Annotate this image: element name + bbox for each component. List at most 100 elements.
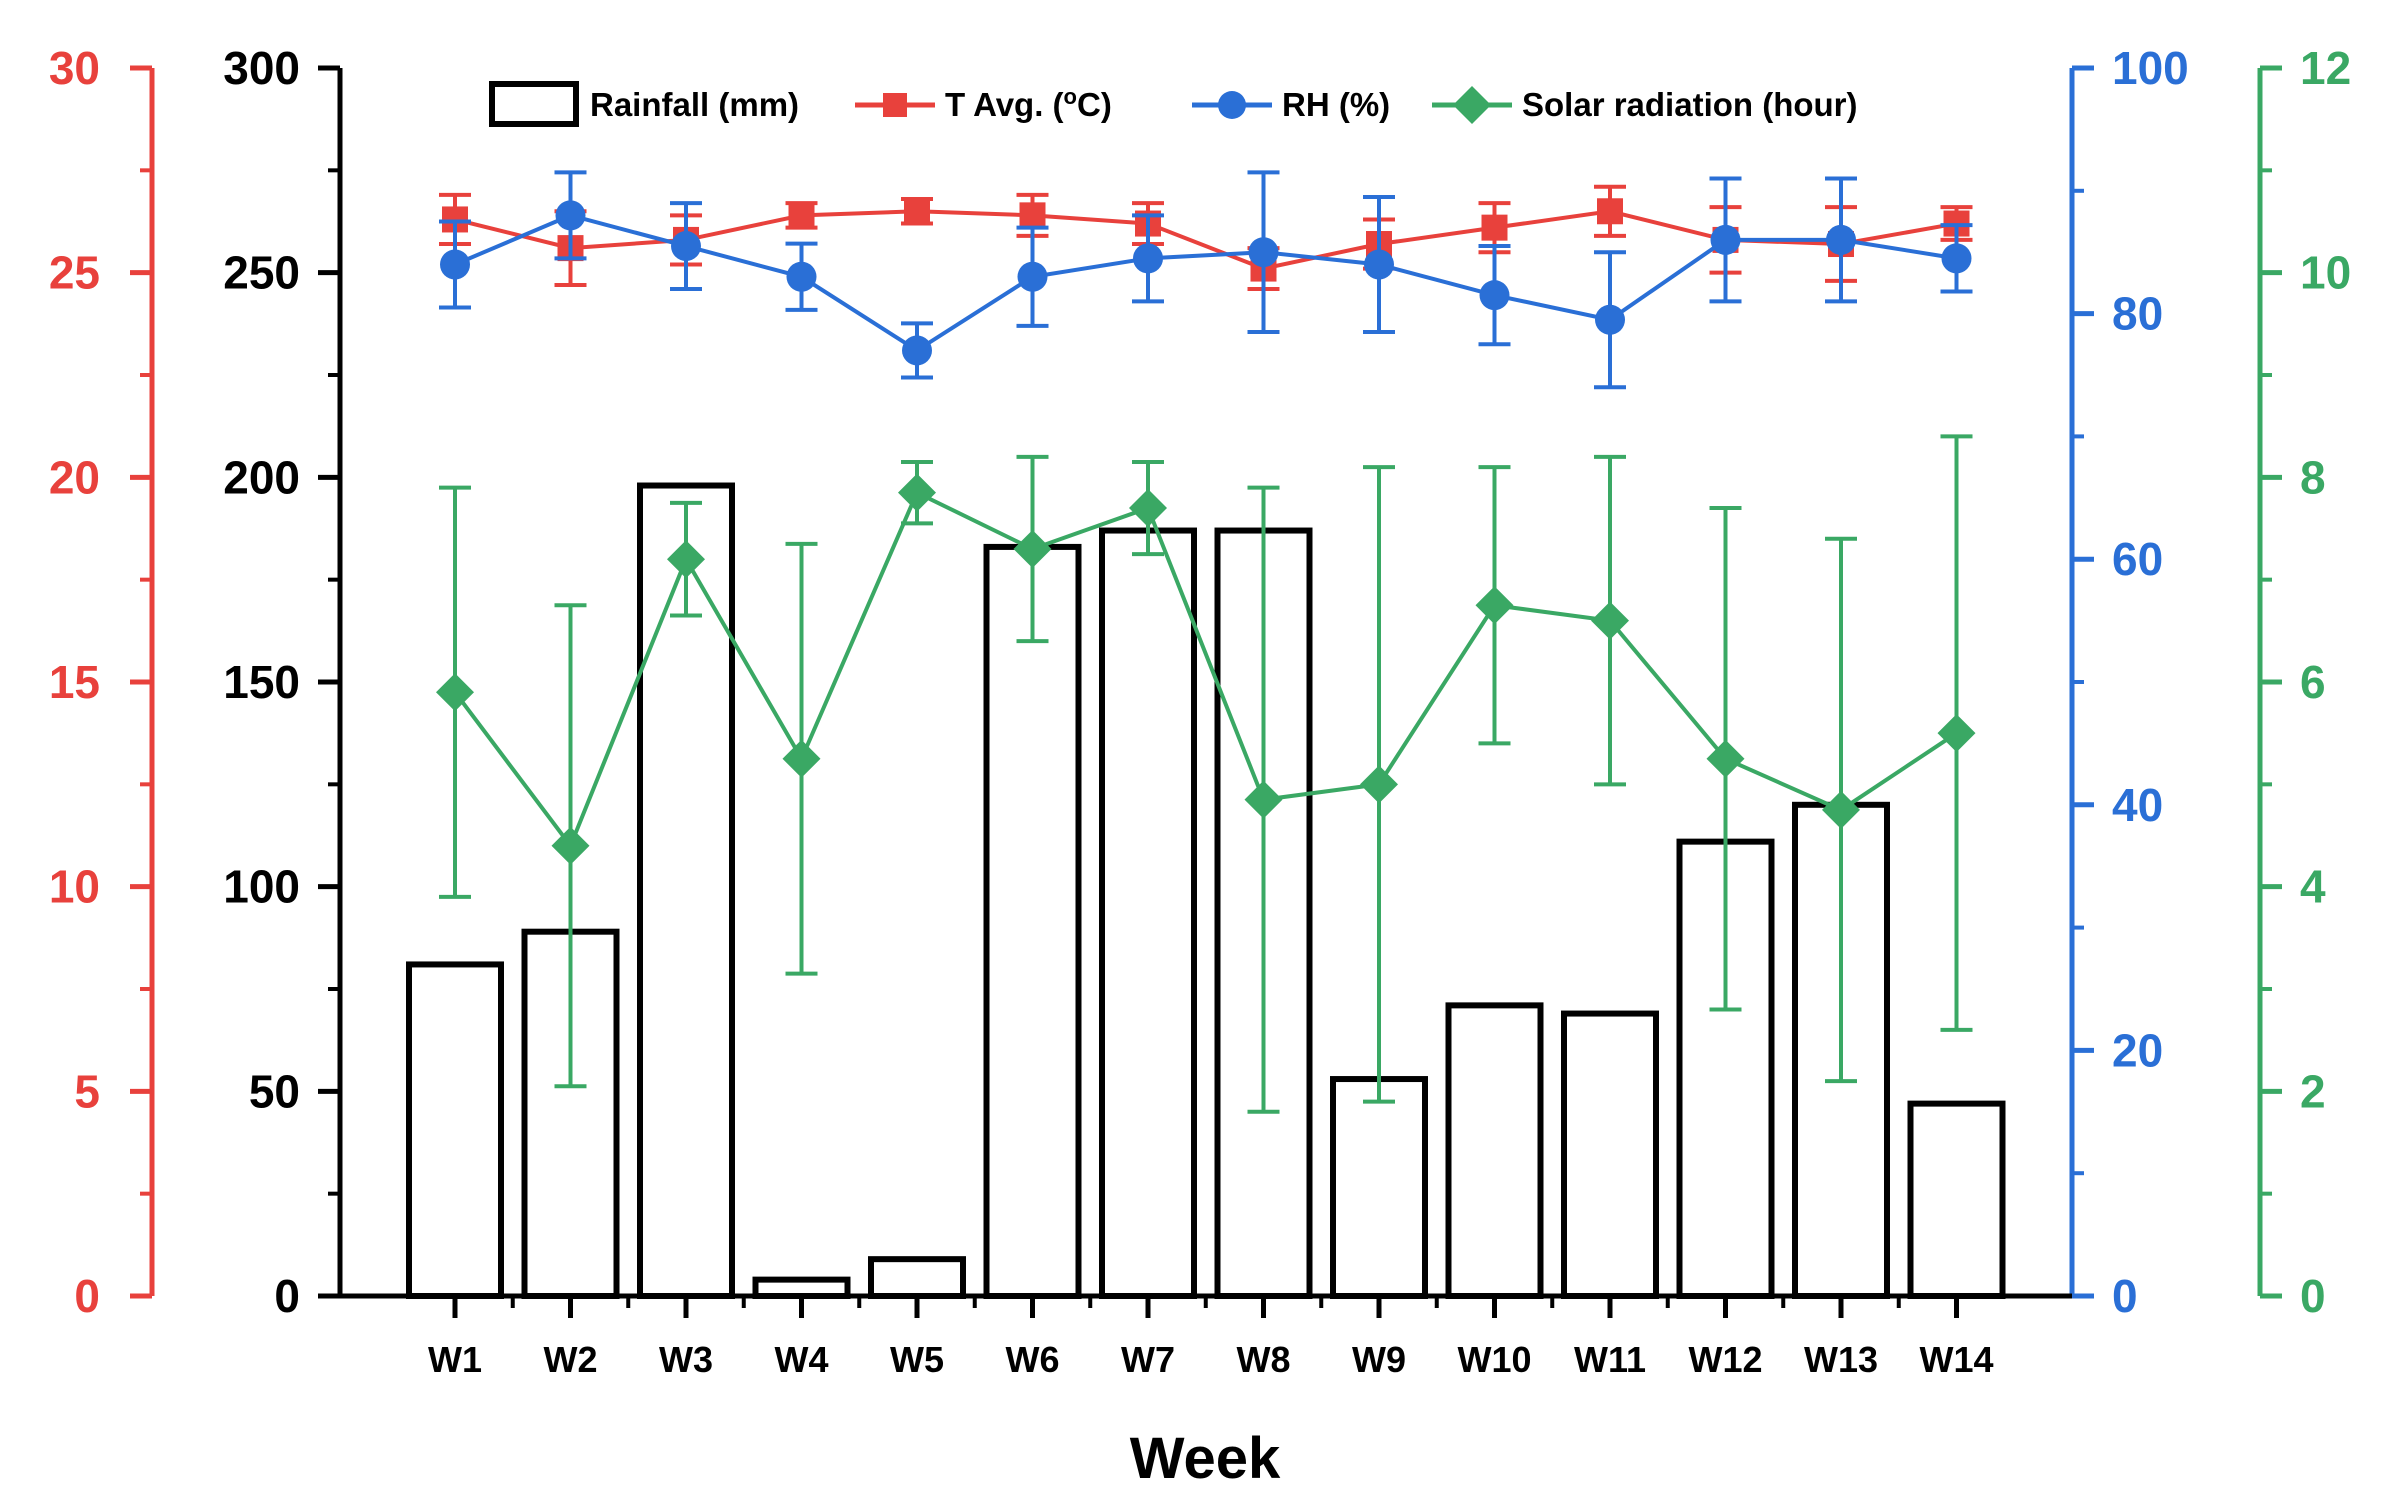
legend-solar-label: Solar radiation (hour) [1522, 86, 1858, 123]
rainfall-bar [1445, 1002, 1544, 1300]
x-category-label: W4 [775, 1339, 829, 1380]
rh-point [440, 249, 470, 280]
temp-axis-tick-label: 25 [49, 247, 100, 299]
rh-series [439, 170, 1973, 390]
temp-axis-tick-label: 0 [74, 1270, 100, 1322]
x-category-label: W11 [1574, 1339, 1646, 1380]
t-avg-c-line [454, 209, 1957, 271]
rainfall-bar [406, 961, 504, 1299]
legend-rainfall-label: Rainfall (mm) [590, 86, 799, 123]
rh-axis-tick-label: 0 [2112, 1270, 2138, 1322]
legend-temp-marker [883, 93, 907, 117]
rainfall-bar [1561, 1010, 1659, 1299]
rh-point [1364, 249, 1394, 280]
rh-line [454, 213, 1957, 353]
t-avg-c-point [904, 198, 930, 225]
solar-axis-tick-label: 6 [2300, 656, 2326, 708]
solar-radiation-hour-point [1706, 739, 1745, 778]
x-axis-title: Week [1130, 1426, 1281, 1491]
legend-rainfall-swatch [489, 81, 579, 127]
x-category-label: W6 [1006, 1339, 1060, 1380]
legend-rh-marker [1218, 91, 1246, 119]
solar-axis-tick-label: 10 [2300, 247, 2351, 299]
rh-point [1595, 304, 1625, 335]
rain-axis-tick-label: 200 [223, 451, 300, 503]
solar-radiation-hour-point [436, 673, 474, 712]
rh-point [1826, 224, 1856, 255]
rh-point [671, 231, 701, 262]
solar-axis-tick-label: 2 [2300, 1065, 2326, 1117]
solar-radiation-hour-point [1937, 714, 1976, 753]
solar-axis-tick-label: 0 [2300, 1270, 2326, 1322]
solar-radiation-hour-point [1360, 765, 1398, 804]
solar-radiation-hour-point [1244, 780, 1283, 819]
x-category-label: W1 [428, 1339, 482, 1380]
rain-axis-tick-label: 100 [223, 861, 300, 913]
rainfall-bar [983, 543, 1082, 1299]
solar-radiation-hour-point [1013, 529, 1052, 568]
temp-axis-tick-label: 20 [49, 451, 100, 503]
rh-point [1133, 243, 1163, 274]
solar-radiation-hour-line [453, 489, 1958, 850]
x-category-label: W13 [1804, 1339, 1878, 1380]
rainfall-bar [1330, 1076, 1428, 1300]
solar-radiation-hour-point [667, 540, 705, 579]
x-category-label: W9 [1352, 1339, 1406, 1380]
solar-radiation-hour-point [782, 739, 821, 778]
rain-axis-tick-label: 0 [274, 1270, 300, 1322]
rain-axis-tick-label: 300 [223, 42, 300, 94]
x-category-label: W8 [1237, 1339, 1291, 1380]
rain-axis-tick-label: 150 [223, 656, 300, 708]
t-avg-c-point [1019, 202, 1046, 229]
rainfall-bar [752, 1276, 851, 1300]
rh-axis-tick-label: 20 [2112, 1024, 2163, 1076]
solar-axis-tick-label: 8 [2300, 451, 2326, 503]
rh-axis-tick-label: 100 [2112, 42, 2189, 94]
rh-point [1248, 237, 1279, 268]
rh-point [786, 261, 817, 292]
legend-temp-label: T Avg. (oC) [945, 84, 1112, 124]
t-avg-c-point [788, 202, 815, 229]
rh-point [902, 335, 932, 366]
solar-radiation-hour-point [1591, 601, 1629, 640]
x-category-label: W12 [1688, 1339, 1762, 1380]
rh-axis-tick-label: 80 [2112, 288, 2163, 340]
legend-rh-label: RH (%) [1282, 86, 1390, 123]
legend-solar-marker [1453, 86, 1491, 124]
temp-axis-tick-label: 15 [49, 656, 100, 708]
t-avg-c-point [1481, 214, 1508, 241]
x-category-label: W2 [544, 1339, 598, 1380]
rh-point [555, 200, 586, 231]
rh-point [1941, 243, 1972, 274]
temp-axis-tick-label: 10 [49, 861, 100, 913]
solar-radiation-hour-point [898, 473, 936, 512]
solar-radiation-hour-point [1822, 790, 1860, 829]
rh-axis-tick-label: 60 [2112, 533, 2163, 585]
legend: Rainfall (mm) T Avg. (oC) RH (%) Solar r… [489, 81, 1858, 127]
solar-radiation-hour-point [551, 826, 590, 865]
rain-axis-tick-label: 50 [249, 1065, 300, 1117]
rainfall-bar [868, 1256, 966, 1300]
rain-axis-tick-label: 250 [223, 247, 300, 299]
t-avg-c-point [1597, 198, 1623, 225]
rh-point [1017, 261, 1048, 292]
solar-axis-tick-label: 4 [2300, 861, 2326, 913]
x-category-label: W14 [1919, 1339, 1993, 1380]
x-category-label: W7 [1121, 1339, 1175, 1380]
x-category-label: W10 [1457, 1339, 1531, 1380]
rh-point [1479, 280, 1510, 311]
solar-radiation-hour-series [436, 434, 1976, 1114]
solar-radiation-hour-point [1475, 586, 1514, 625]
rainfall-bar [1907, 1100, 2006, 1299]
rainfall-bar [1099, 527, 1197, 1299]
x-category-label: W5 [890, 1339, 944, 1380]
solar-radiation-hour-point [1129, 489, 1167, 528]
solar-axis-tick-label: 12 [2300, 42, 2351, 94]
x-category-label: W3 [659, 1339, 713, 1380]
temp-axis-tick-label: 30 [49, 42, 100, 94]
rh-axis-tick-label: 40 [2112, 779, 2163, 831]
t-avg-c-series [439, 184, 1973, 292]
rh-point [1710, 224, 1741, 255]
temp-axis-tick-label: 5 [74, 1065, 100, 1117]
